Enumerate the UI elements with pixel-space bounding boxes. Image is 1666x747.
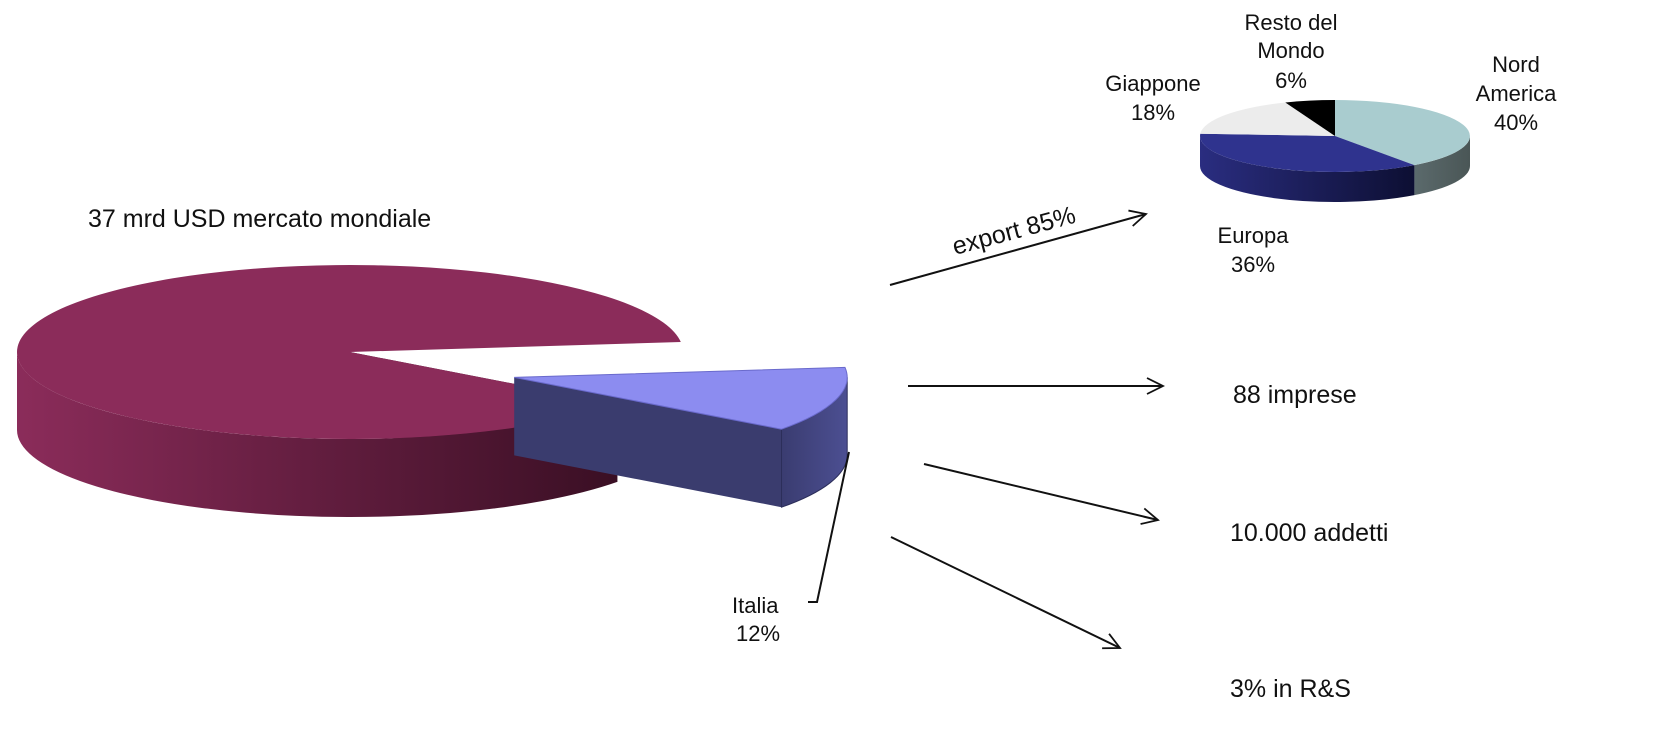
imprese-annotation: 88 imprese <box>1233 381 1357 409</box>
italia-leader-line <box>808 451 850 603</box>
giappone-label: Giappone <box>1105 71 1200 96</box>
europa-label: Europa <box>1218 223 1290 248</box>
nord-label-line1: Nord <box>1492 52 1540 77</box>
export-annotation: export 85% <box>949 201 1078 261</box>
resto-label-line1: Resto del <box>1245 10 1338 35</box>
main-pie-title: 37 mrd USD mercato mondiale <box>88 205 431 233</box>
export-destination-pie <box>1200 99 1470 202</box>
world-market-pie <box>16 265 848 518</box>
nord-label-line2: America <box>1476 81 1557 106</box>
nord-value-label: 40% <box>1494 110 1538 135</box>
europa-slice <box>1200 133 1415 172</box>
italia-slice <box>514 366 848 430</box>
giappone-value-label: 18% <box>1131 100 1175 125</box>
resto-label-line2: Mondo <box>1257 38 1324 63</box>
resto-del-mondo-slice <box>1285 99 1335 136</box>
italia-value-label: 12% <box>736 621 780 646</box>
europa-side <box>1200 136 1415 202</box>
world-pie-side <box>16 352 618 518</box>
nord-america-side <box>1414 136 1470 196</box>
rs-arrow <box>890 536 1120 648</box>
resto-value-label: 6% <box>1275 68 1307 93</box>
giappone-slice <box>1200 102 1335 136</box>
europa-value-label: 36% <box>1231 252 1275 277</box>
rs-annotation: 3% in R&S <box>1230 675 1351 703</box>
addetti-arrow <box>923 463 1158 520</box>
addetti-annotation: 10.000 addetti <box>1230 519 1388 547</box>
export-arrow <box>889 214 1146 286</box>
nord-america-slice <box>1335 100 1470 166</box>
italia-cut-wall <box>514 377 782 508</box>
italia-label: Italia <box>732 593 779 618</box>
